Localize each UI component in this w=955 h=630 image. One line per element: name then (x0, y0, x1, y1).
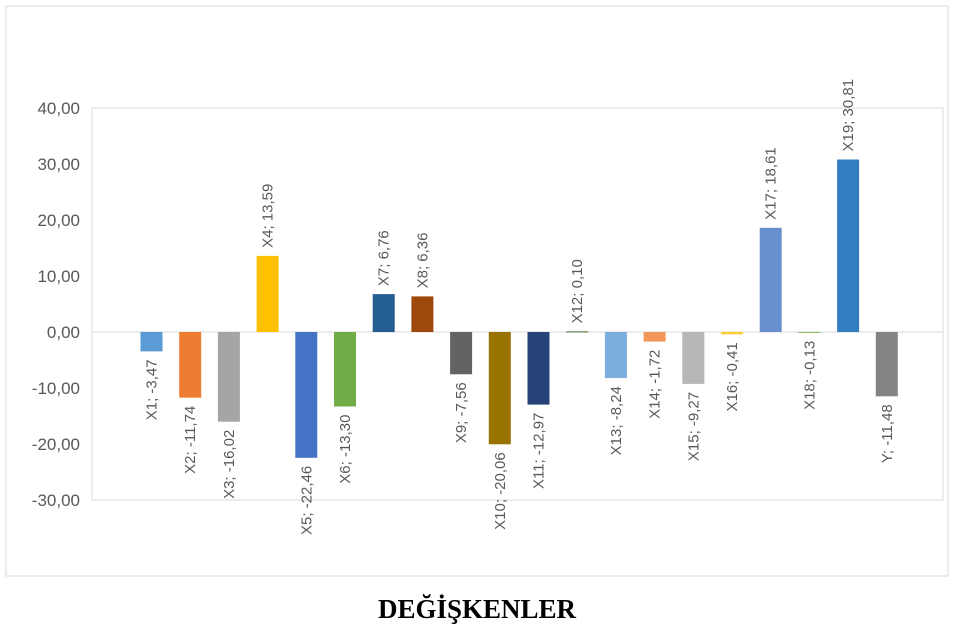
data-label-x13: X13; -8,24 (608, 386, 625, 455)
data-label-x11: X11; -12,97 (531, 413, 548, 489)
bar-x15 (682, 332, 705, 384)
data-label-x12: X12; 0,10 (569, 259, 586, 323)
bar-x17 (759, 227, 782, 332)
bar-x14 (643, 332, 666, 342)
bar-x3 (217, 332, 240, 422)
data-labels: X1; -3,47 X2; -11,74 X3; -16,02 X4; 13,59 X5… (144, 79, 896, 535)
bar-x7 (372, 294, 395, 332)
bar-x5 (295, 332, 318, 458)
y-tick-label: 10,00 (37, 267, 80, 286)
bar-x19 (837, 159, 860, 332)
bar-x2 (179, 332, 202, 398)
y-axis: 40,00 30,00 20,00 10,00 0,00 -10,00 -20,00 -30,… (32, 99, 943, 510)
bar-x18 (798, 332, 821, 333)
x-axis-title: DEĞİŞKENLER (378, 594, 577, 624)
bar-y (875, 332, 898, 397)
data-label-x10: X10; -20,06 (492, 452, 509, 530)
bar-x10 (488, 332, 511, 445)
data-label-x9: X9; -7,56 (453, 382, 470, 443)
bar-x4 (256, 255, 279, 332)
data-label-x14: X14; -1,72 (647, 350, 664, 419)
y-tick-label: 0,00 (47, 323, 80, 342)
data-label-x15: X15; -9,27 (685, 392, 702, 461)
data-label-x1: X1; -3,47 (144, 359, 161, 420)
bar-x16 (721, 332, 743, 335)
bar-x6 (334, 332, 356, 407)
bar-x12 (566, 331, 589, 333)
y-tick-label: -30,00 (32, 491, 80, 510)
bar-series (140, 159, 898, 458)
data-label-x7: X7; 6,76 (376, 230, 393, 286)
bar-x8 (411, 296, 434, 332)
bar-x13 (604, 332, 627, 379)
y-tick-label: -10,00 (32, 379, 80, 398)
y-tick-label: 30,00 (37, 155, 80, 174)
y-tick-label: 20,00 (37, 211, 80, 230)
data-label-x4: X4; 13,59 (260, 184, 277, 248)
data-label-x16: X16; -0,41 (724, 342, 741, 411)
data-label-x8: X8; 6,36 (414, 233, 431, 289)
chart-area (5, 5, 949, 577)
data-label-x17: X17; 18,61 (763, 147, 780, 220)
bar-x9 (450, 332, 473, 375)
data-label-y: Y; -11,48 (879, 404, 896, 463)
y-tick-label: -20,00 (32, 435, 80, 454)
bar-x1 (140, 332, 163, 352)
y-tick-label: 40,00 (37, 99, 80, 118)
plot-area (91, 107, 944, 501)
data-label-x5: X5; -22,46 (298, 466, 315, 535)
bar-x11 (527, 332, 550, 405)
data-label-x18: X18; -0,13 (801, 341, 818, 410)
data-label-x3: X3; -16,02 (221, 430, 238, 499)
data-label-x2: X2; -11,74 (182, 406, 199, 474)
data-label-x19: X19; 30,81 (840, 79, 857, 152)
data-label-x6: X6; -13,30 (337, 415, 354, 484)
